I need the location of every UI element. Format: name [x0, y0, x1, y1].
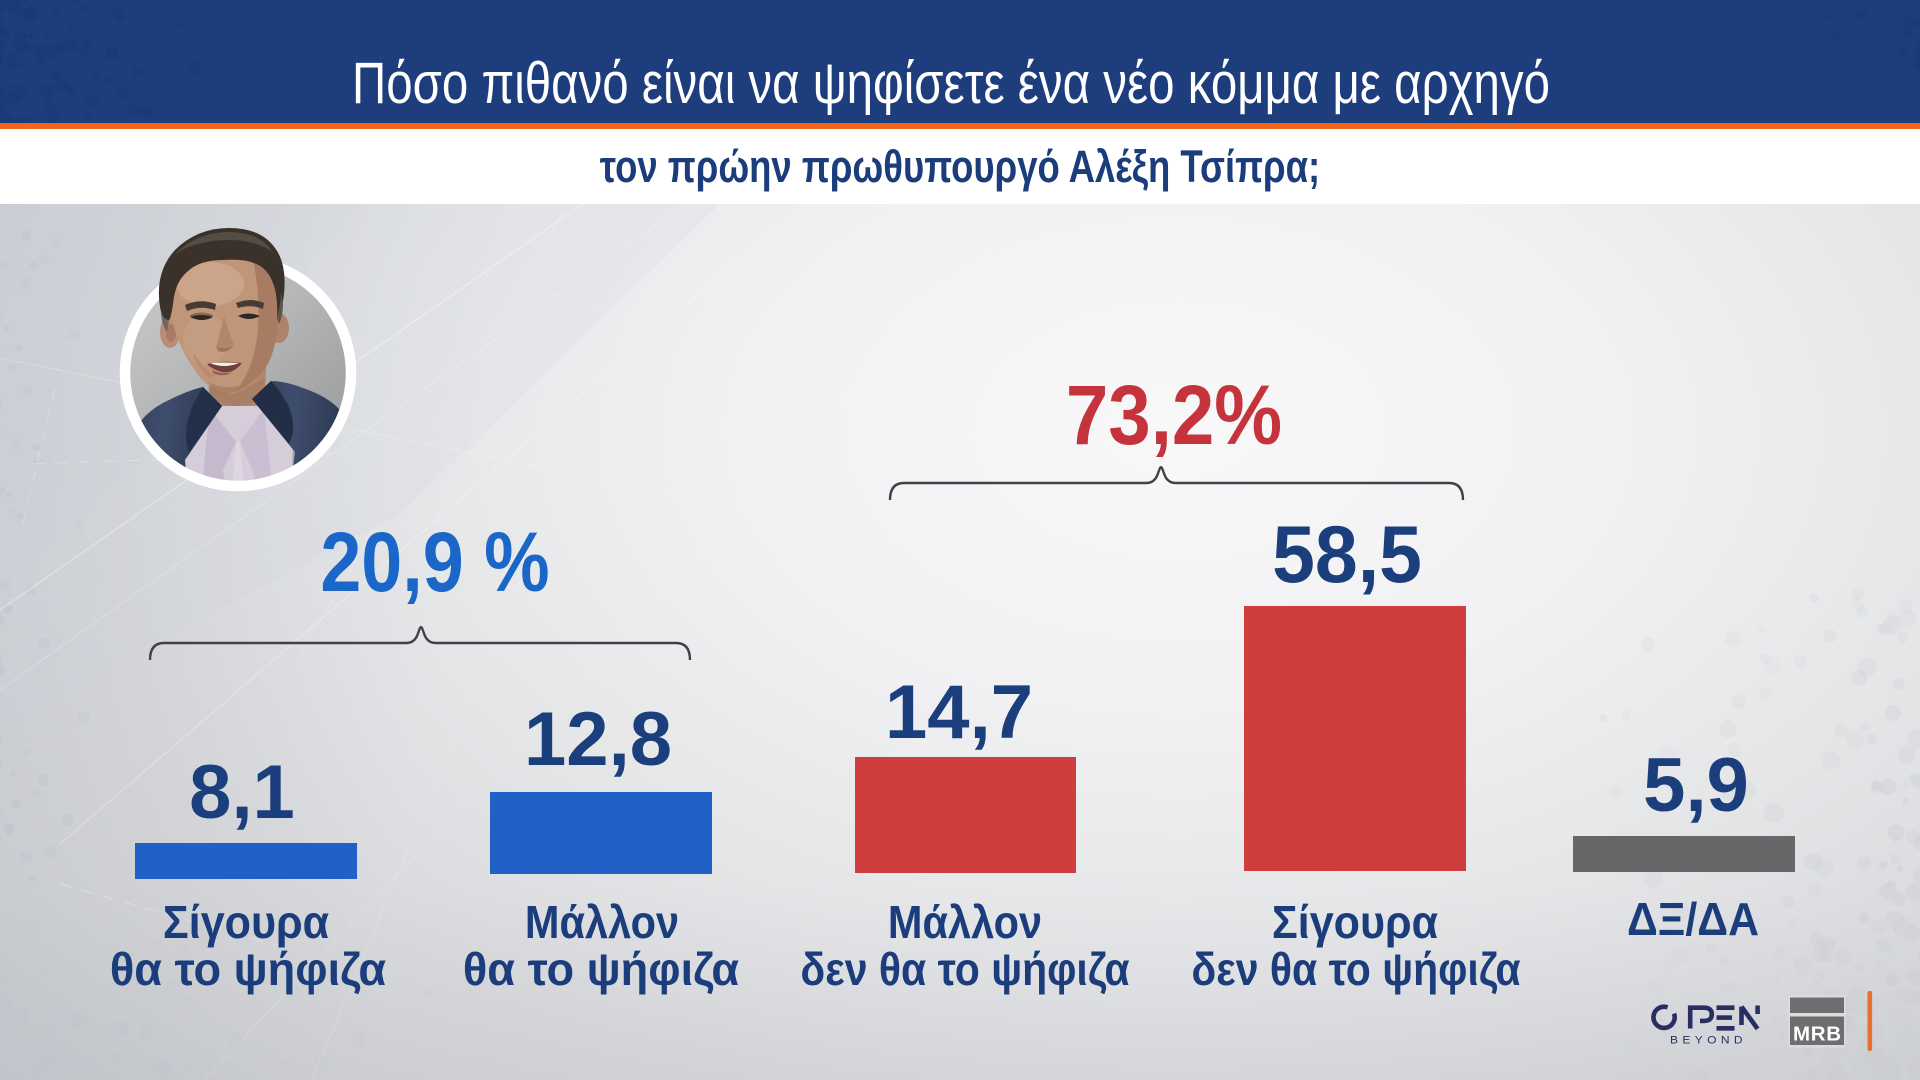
svg-text:MRB: MRB: [1793, 1023, 1841, 1046]
svg-text:BEYOND: BEYOND: [1670, 1035, 1747, 1047]
